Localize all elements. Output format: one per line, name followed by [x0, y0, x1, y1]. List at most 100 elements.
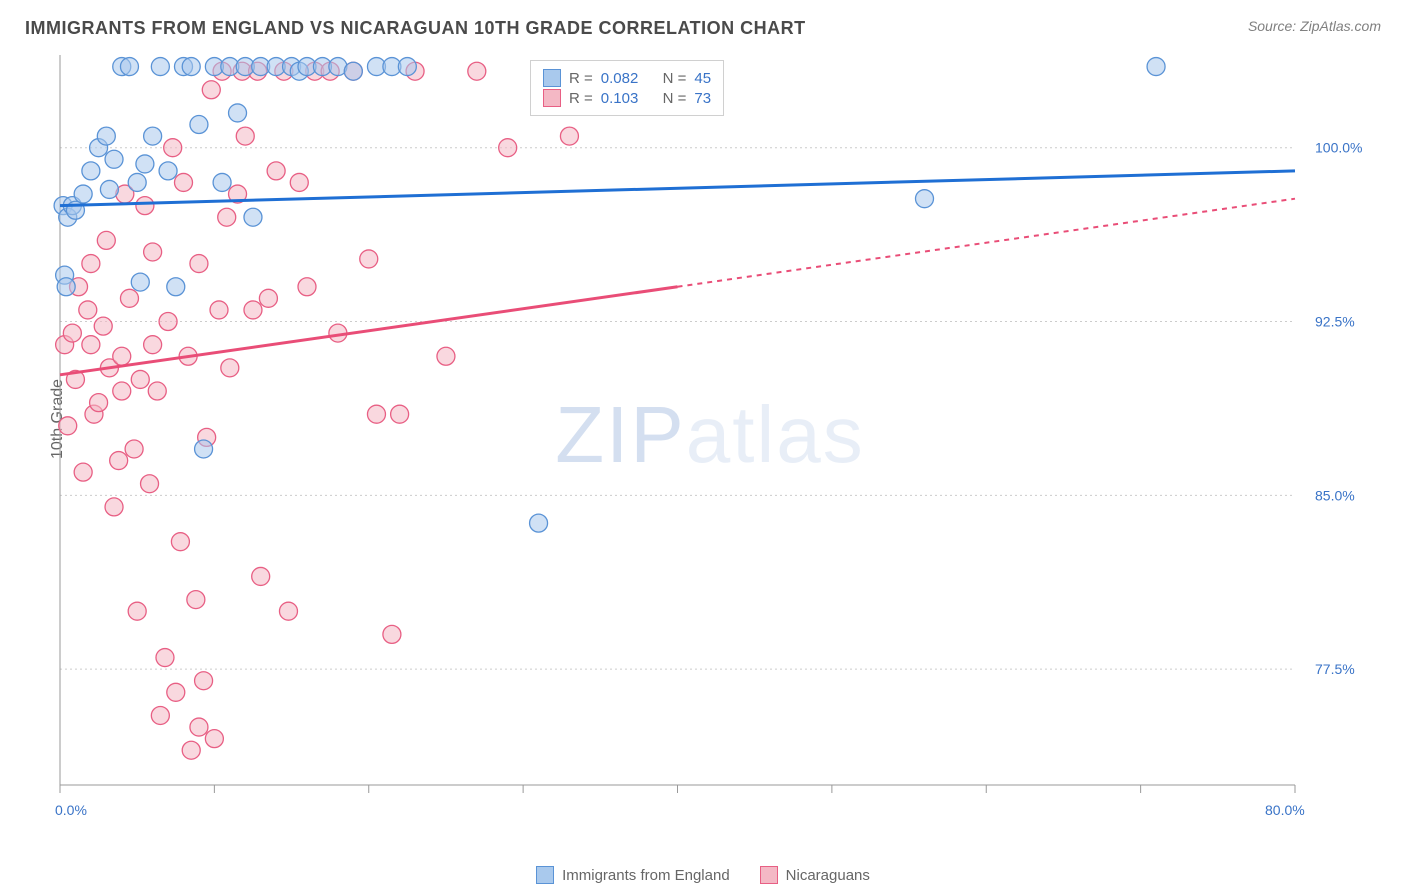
n-value-nicaraguans: 73: [694, 90, 711, 107]
scatter-point-england: [159, 162, 177, 180]
scatter-point-nicaraguans: [167, 683, 185, 701]
scatter-point-england: [97, 127, 115, 145]
legend-item-nicaraguans: Nicaraguans: [760, 866, 870, 884]
scatter-point-england: [100, 180, 118, 198]
stats-legend-box: R = 0.082 N = 45 R = 0.103 N = 73: [530, 60, 724, 116]
scatter-point-nicaraguans: [391, 405, 409, 423]
stats-row-england: R = 0.082 N = 45: [543, 69, 711, 87]
scatter-point-nicaraguans: [120, 289, 138, 307]
scatter-point-nicaraguans: [171, 533, 189, 551]
scatter-point-england: [190, 116, 208, 134]
r-value-england: 0.082: [601, 70, 639, 87]
y-tick-label: 100.0%: [1315, 140, 1362, 156]
scatter-point-nicaraguans: [148, 382, 166, 400]
scatter-point-nicaraguans: [159, 313, 177, 331]
scatter-point-nicaraguans: [164, 139, 182, 157]
scatter-point-england: [151, 58, 169, 76]
scatter-point-nicaraguans: [290, 173, 308, 191]
scatter-point-nicaraguans: [125, 440, 143, 458]
scatter-point-nicaraguans: [360, 250, 378, 268]
scatter-point-england: [244, 208, 262, 226]
scatter-point-nicaraguans: [97, 231, 115, 249]
x-tick-label: 0.0%: [55, 802, 87, 818]
legend-label: Nicaraguans: [786, 867, 870, 884]
scatter-point-nicaraguans: [560, 127, 578, 145]
scatter-point-nicaraguans: [79, 301, 97, 319]
x-tick-label: 80.0%: [1265, 802, 1305, 818]
scatter-point-nicaraguans: [74, 463, 92, 481]
scatter-point-nicaraguans: [144, 336, 162, 354]
scatter-point-nicaraguans: [59, 417, 77, 435]
y-tick-label: 85.0%: [1315, 487, 1355, 503]
r-value-nicaraguans: 0.103: [601, 90, 639, 107]
scatter-point-nicaraguans: [128, 602, 146, 620]
scatter-point-england: [398, 58, 416, 76]
scatter-point-nicaraguans: [298, 278, 316, 296]
scatter-point-england: [916, 190, 934, 208]
scatter-point-nicaraguans: [221, 359, 239, 377]
chart-area: ZIPatlas 77.5%85.0%92.5%100.0%0.0%80.0%: [55, 45, 1365, 825]
scatter-point-nicaraguans: [267, 162, 285, 180]
scatter-point-nicaraguans: [437, 347, 455, 365]
scatter-point-england: [57, 278, 75, 296]
scatter-point-nicaraguans: [259, 289, 277, 307]
scatter-point-england: [182, 58, 200, 76]
swatch-icon: [543, 69, 561, 87]
scatter-point-nicaraguans: [90, 394, 108, 412]
scatter-point-nicaraguans: [187, 591, 205, 609]
y-tick-label: 77.5%: [1315, 661, 1355, 677]
swatch-icon: [536, 866, 554, 884]
scatter-point-nicaraguans: [182, 741, 200, 759]
scatter-point-england: [82, 162, 100, 180]
scatter-point-nicaraguans: [175, 173, 193, 191]
scatter-point-england: [195, 440, 213, 458]
scatter-point-england: [105, 150, 123, 168]
scatter-point-england: [213, 173, 231, 191]
n-value-england: 45: [694, 70, 711, 87]
scatter-point-nicaraguans: [144, 243, 162, 261]
legend-item-england: Immigrants from England: [536, 866, 730, 884]
scatter-point-nicaraguans: [136, 197, 154, 215]
scatter-point-england: [144, 127, 162, 145]
y-tick-label: 92.5%: [1315, 314, 1355, 330]
scatter-point-nicaraguans: [151, 706, 169, 724]
scatter-point-england: [167, 278, 185, 296]
scatter-point-nicaraguans: [131, 370, 149, 388]
scatter-point-nicaraguans: [156, 649, 174, 667]
stats-row-nicaraguans: R = 0.103 N = 73: [543, 89, 711, 107]
scatter-point-nicaraguans: [94, 317, 112, 335]
scatter-point-nicaraguans: [236, 127, 254, 145]
scatter-point-nicaraguans: [202, 81, 220, 99]
scatter-point-nicaraguans: [205, 730, 223, 748]
scatter-point-nicaraguans: [63, 324, 81, 342]
scatter-point-nicaraguans: [82, 336, 100, 354]
scatter-chart-svg: 77.5% 85.0% 92.5% 100.0% 0.0% 80.0%: [55, 45, 1365, 825]
scatter-point-nicaraguans: [210, 301, 228, 319]
scatter-point-nicaraguans: [113, 382, 131, 400]
scatter-point-nicaraguans: [195, 672, 213, 690]
legend-label: Immigrants from England: [562, 867, 730, 884]
scatter-point-nicaraguans: [190, 255, 208, 273]
scatter-point-nicaraguans: [105, 498, 123, 516]
chart-title: IMMIGRANTS FROM ENGLAND VS NICARAGUAN 10…: [25, 18, 806, 39]
scatter-point-england: [120, 58, 138, 76]
scatter-point-england: [229, 104, 247, 122]
scatter-point-england: [530, 514, 548, 532]
scatter-point-nicaraguans: [113, 347, 131, 365]
scatter-point-nicaraguans: [383, 625, 401, 643]
scatter-point-nicaraguans: [190, 718, 208, 736]
scatter-point-nicaraguans: [279, 602, 297, 620]
scatter-point-nicaraguans: [141, 475, 159, 493]
trendline-dash-nicaraguans: [678, 199, 1296, 287]
scatter-point-nicaraguans: [367, 405, 385, 423]
scatter-point-england: [136, 155, 154, 173]
scatter-point-england: [131, 273, 149, 291]
scatter-point-nicaraguans: [110, 452, 128, 470]
scatter-point-nicaraguans: [82, 255, 100, 273]
scatter-point-england: [1147, 58, 1165, 76]
trendline-england: [60, 171, 1295, 206]
scatter-point-nicaraguans: [218, 208, 236, 226]
swatch-icon: [543, 89, 561, 107]
scatter-point-england: [74, 185, 92, 203]
trendline-nicaraguans: [60, 287, 678, 375]
